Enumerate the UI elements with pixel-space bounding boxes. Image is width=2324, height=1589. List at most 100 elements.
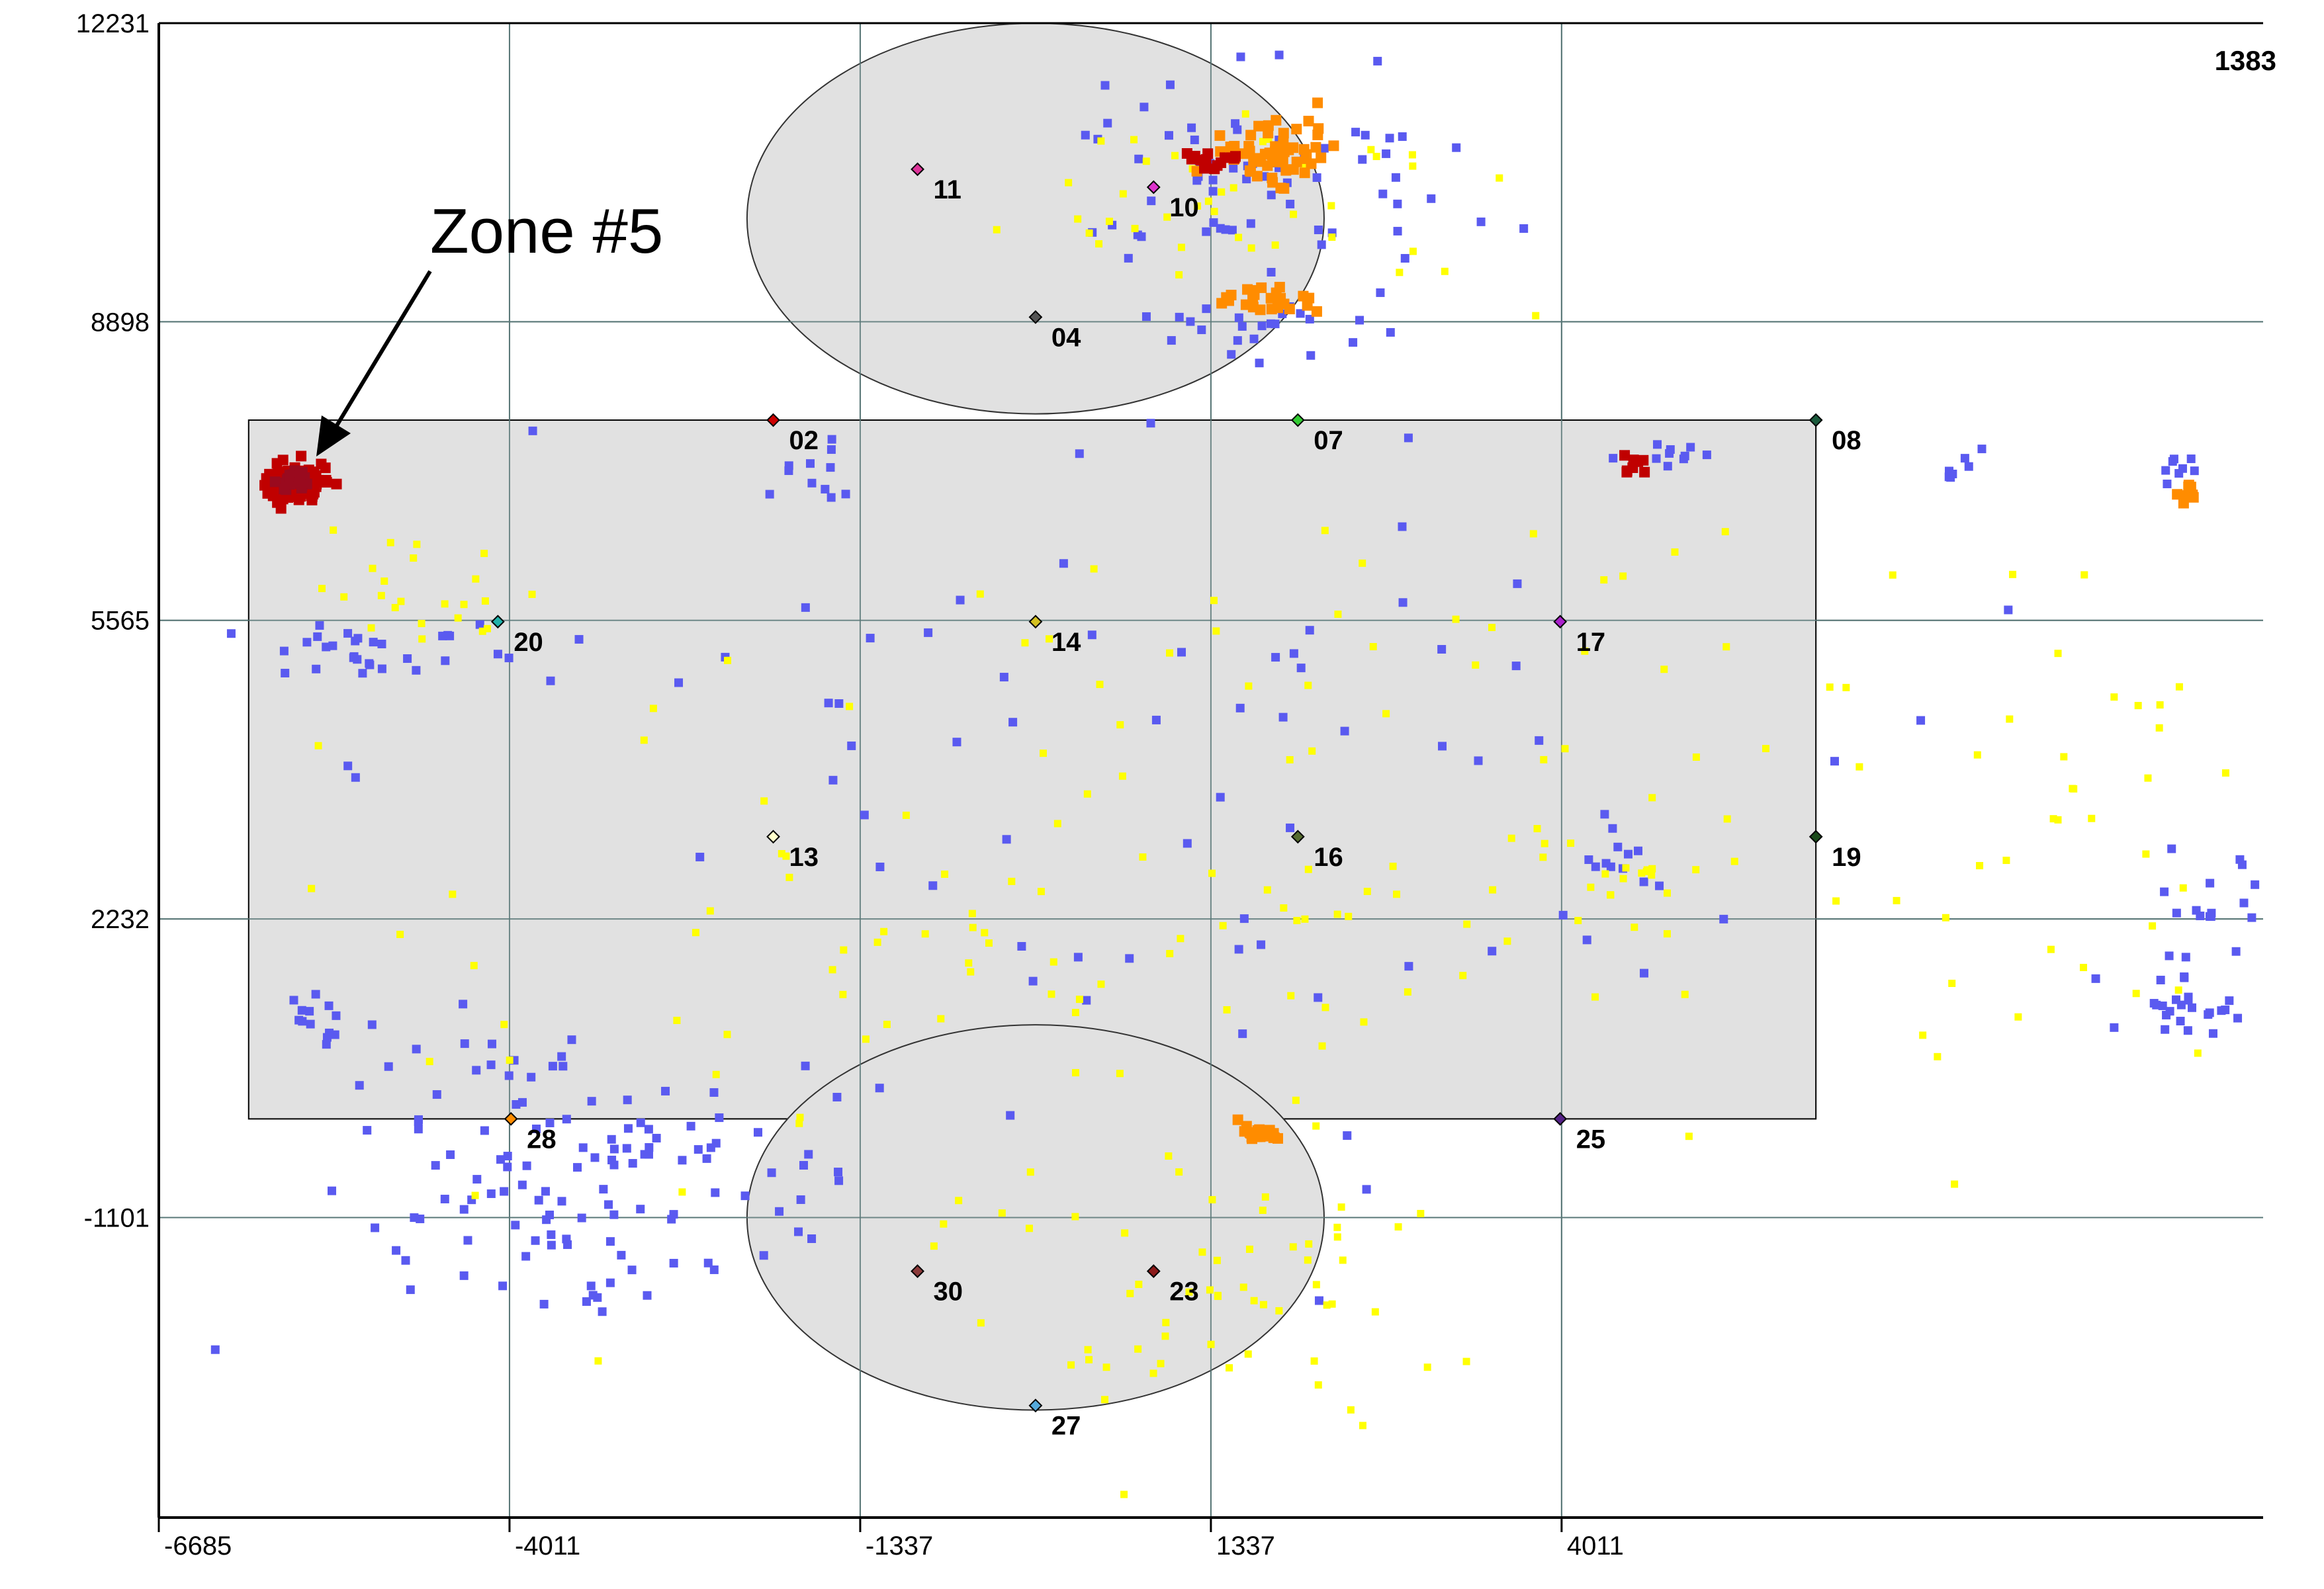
event-point xyxy=(2004,605,2013,615)
event-point xyxy=(1591,993,1599,1001)
event-point xyxy=(1321,1004,1329,1011)
sensor-label: 04 xyxy=(1051,323,1081,352)
event-point xyxy=(478,627,486,635)
event-point xyxy=(311,478,322,490)
event-point xyxy=(794,1227,803,1236)
event-point xyxy=(1257,322,1267,331)
event-point xyxy=(846,703,854,710)
event-series-blue xyxy=(210,50,2260,1354)
event-point xyxy=(1328,234,1336,241)
event-point xyxy=(1239,1283,1247,1291)
event-point xyxy=(1681,990,1689,998)
event-point xyxy=(921,930,929,938)
event-point xyxy=(1619,875,1627,882)
event-point xyxy=(1074,215,1082,223)
event-point xyxy=(1328,140,1339,151)
event-point xyxy=(313,632,322,641)
event-point xyxy=(1250,1297,1258,1305)
event-point xyxy=(1274,50,1284,60)
event-point xyxy=(1097,980,1105,988)
event-point xyxy=(410,554,418,562)
event-point xyxy=(431,1161,440,1170)
event-point xyxy=(496,1155,506,1164)
sensor-label: 13 xyxy=(789,843,819,872)
event-point xyxy=(1622,864,1630,872)
event-point xyxy=(1333,1223,1341,1231)
event-point xyxy=(1608,824,1617,833)
sensor-label: 25 xyxy=(1576,1125,1606,1154)
event-point xyxy=(1655,881,1664,890)
event-point xyxy=(1664,889,1672,897)
event-point xyxy=(1609,454,1618,463)
event-point xyxy=(1194,202,1202,210)
event-point xyxy=(1272,302,1283,314)
event-point xyxy=(1398,598,1408,607)
event-point xyxy=(847,741,856,750)
event-point xyxy=(311,990,320,999)
event-point xyxy=(2239,898,2249,908)
event-point xyxy=(1398,522,1407,531)
event-point xyxy=(669,1210,678,1219)
event-point xyxy=(367,1020,377,1029)
event-point xyxy=(539,1299,549,1309)
event-point xyxy=(328,641,337,650)
event-point xyxy=(968,910,976,918)
y-tick-label: 8898 xyxy=(91,308,150,337)
event-point xyxy=(609,1144,619,1154)
event-point xyxy=(1140,103,1149,112)
event-point xyxy=(804,1150,813,1159)
sensor-marker xyxy=(490,615,505,629)
event-point xyxy=(740,1191,750,1201)
event-point xyxy=(827,445,836,454)
event-point xyxy=(396,931,404,939)
event-point xyxy=(782,852,790,860)
event-point xyxy=(312,664,321,673)
event-point xyxy=(930,1242,938,1250)
event-point xyxy=(2205,912,2214,921)
event-point xyxy=(1663,930,1671,938)
event-point xyxy=(827,493,836,502)
event-point xyxy=(623,1095,632,1105)
event-point xyxy=(875,862,885,871)
sensor-label: 07 xyxy=(1314,426,1343,455)
x-tick-label: -6685 xyxy=(164,1531,232,1561)
event-point xyxy=(1209,163,1220,175)
event-point xyxy=(1263,886,1271,894)
event-point xyxy=(1427,194,1436,203)
event-point xyxy=(1100,81,1110,90)
event-layer xyxy=(210,50,2260,1498)
event-point xyxy=(1246,219,1255,228)
event-point xyxy=(459,1000,468,1009)
event-point xyxy=(1948,979,1956,987)
event-point xyxy=(269,476,281,488)
event-point xyxy=(1314,993,1323,1002)
event-point xyxy=(753,1128,762,1137)
event-point xyxy=(1067,1361,1075,1369)
event-point xyxy=(1289,1243,1297,1251)
event-point xyxy=(775,1207,784,1216)
event-point xyxy=(1441,267,1449,275)
event-point xyxy=(840,946,848,954)
event-point xyxy=(1280,904,1288,912)
zone-annotation: Zone #5 xyxy=(316,196,663,456)
event-point xyxy=(1541,839,1548,847)
event-point xyxy=(1267,267,1276,277)
sensor-marker xyxy=(1028,1398,1043,1413)
event-point xyxy=(1210,597,1218,605)
event-point xyxy=(546,676,555,685)
event-point xyxy=(308,884,316,892)
event-point xyxy=(1096,681,1104,689)
event-point xyxy=(322,1033,332,1042)
event-point xyxy=(1278,183,1290,194)
event-point xyxy=(1301,915,1309,923)
event-point xyxy=(454,614,462,622)
event-point xyxy=(1826,683,1834,691)
event-point xyxy=(695,853,705,862)
sensor-marker xyxy=(1553,615,1568,629)
event-point xyxy=(1393,226,1402,236)
event-point xyxy=(480,550,488,558)
event-point xyxy=(1919,1031,1927,1039)
event-point xyxy=(1607,891,1615,899)
event-point xyxy=(1639,877,1648,886)
event-point xyxy=(412,1045,421,1054)
